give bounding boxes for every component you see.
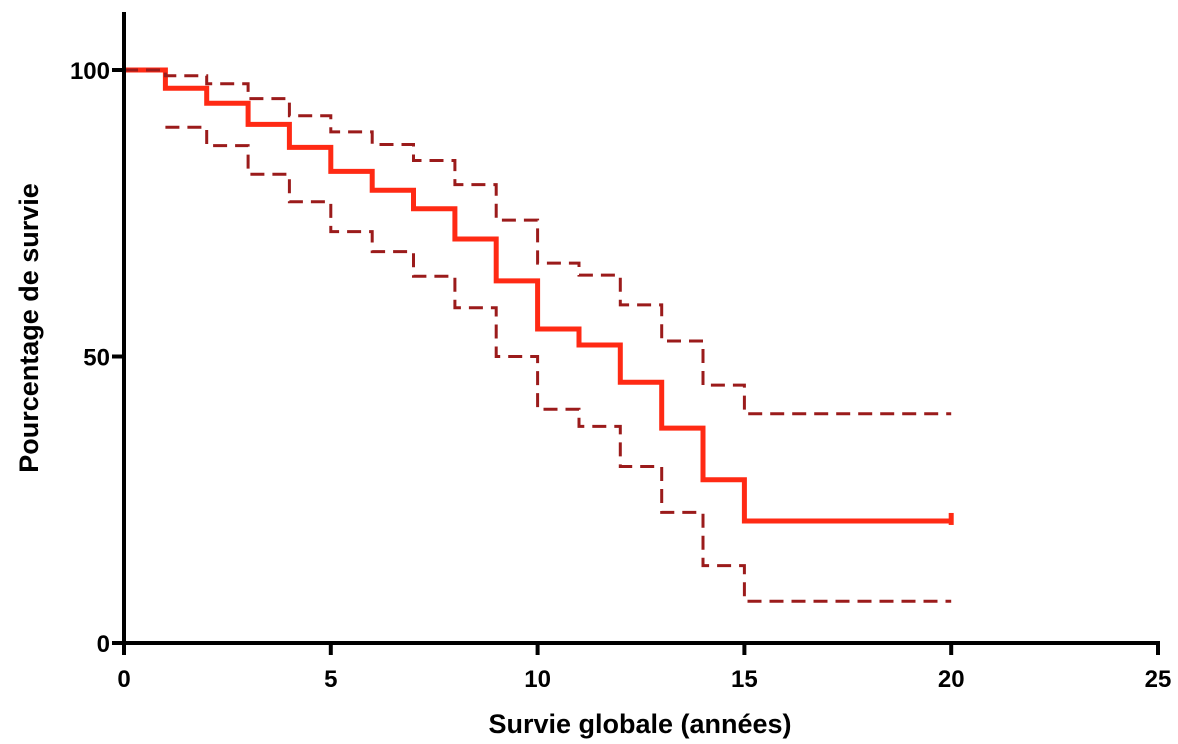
series-ci-upper [124, 68, 952, 416]
x-axis-title: Survie globale (années) [488, 709, 791, 739]
x-tick-label: 5 [324, 666, 337, 693]
x-tick-label: 25 [1145, 666, 1172, 693]
series-ci-lower [165, 125, 952, 603]
x-tick-label: 20 [938, 666, 965, 693]
y-tick-label: 50 [83, 345, 110, 372]
y-tick-label: 0 [97, 631, 110, 658]
series-survival [124, 67, 952, 524]
x-tick-label: 15 [731, 666, 758, 693]
y-axis-title: Pourcentage de survie [14, 183, 44, 473]
axes: 0 5 10 15 20 25 0 50 100 [70, 12, 1171, 693]
x-tick-label: 0 [117, 666, 130, 693]
plot-area [124, 67, 954, 603]
x-tick-label: 10 [524, 666, 551, 693]
y-tick-label: 100 [70, 58, 110, 85]
